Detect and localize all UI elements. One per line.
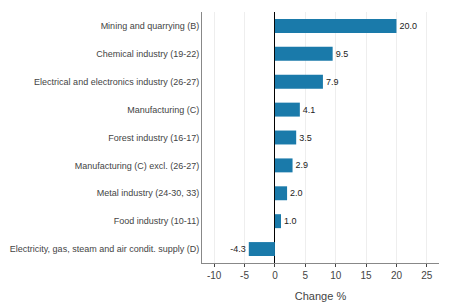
svg-text:Food industry (10-11): Food industry (10-11): [114, 216, 199, 226]
svg-text:Electricity, gas, steam and ai: Electricity, gas, steam and air condit. …: [10, 244, 199, 254]
svg-text:5: 5: [303, 270, 309, 281]
svg-text:4.1: 4.1: [303, 105, 316, 115]
svg-text:15: 15: [361, 270, 373, 281]
svg-text:Manufacturing (C) excl. (26-27: Manufacturing (C) excl. (26-27): [75, 161, 200, 171]
svg-text:0: 0: [272, 270, 278, 281]
svg-text:Chemical industry (19-22): Chemical industry (19-22): [96, 49, 199, 59]
svg-text:-10: -10: [207, 270, 222, 281]
svg-text:10: 10: [330, 270, 342, 281]
svg-text:20.0: 20.0: [399, 21, 417, 31]
svg-text:-4.3: -4.3: [230, 244, 246, 254]
svg-text:Metal industry (24-30, 33): Metal industry (24-30, 33): [97, 188, 200, 198]
svg-text:2.0: 2.0: [290, 188, 303, 198]
svg-text:7.9: 7.9: [326, 77, 339, 87]
svg-text:20: 20: [391, 270, 403, 281]
svg-text:Electrical and electronics ind: Electrical and electronics industry (26-…: [34, 77, 199, 87]
svg-text:3.5: 3.5: [299, 133, 312, 143]
svg-text:9.5: 9.5: [336, 49, 349, 59]
svg-text:Manufacturing (C): Manufacturing (C): [127, 105, 199, 115]
svg-text:Mining and quarrying (B): Mining and quarrying (B): [101, 21, 200, 31]
svg-text:1.0: 1.0: [284, 216, 297, 226]
svg-text:25: 25: [421, 270, 433, 281]
svg-text:-5: -5: [240, 270, 249, 281]
svg-text:2.9: 2.9: [296, 160, 309, 170]
svg-text:Forest industry (16-17): Forest industry (16-17): [108, 133, 199, 143]
svg-text:Change %: Change %: [295, 290, 347, 302]
